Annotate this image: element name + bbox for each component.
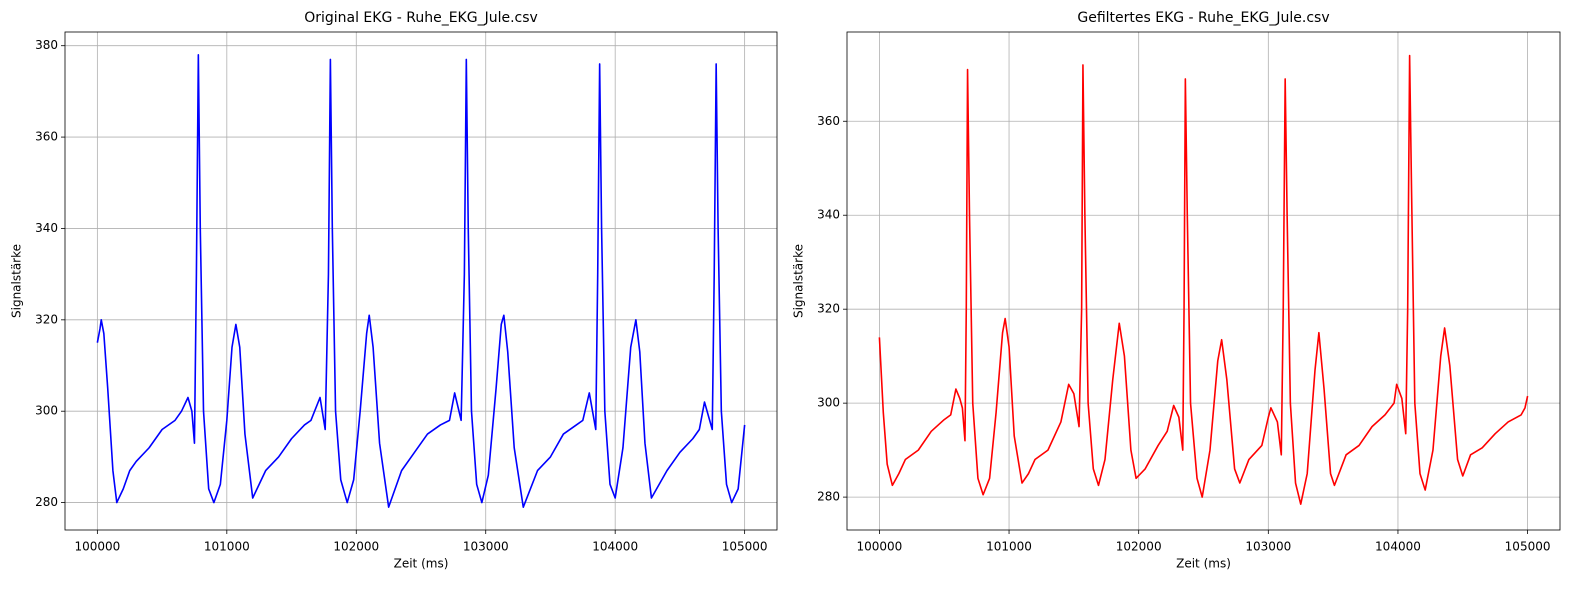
y-tick-label: 320 — [817, 302, 840, 316]
y-tick-label: 280 — [35, 495, 58, 509]
y-axis-label: Signalstärke — [792, 244, 806, 318]
subplot: 100000 101000 102000 103000 104000 105000 280 3… — [792, 10, 1561, 571]
y-tick-label: 340 — [35, 221, 58, 235]
x-tick-label: 102000 — [333, 540, 379, 554]
subplot: 100000 101000 102000 103000 104000 105000 280 3… — [10, 10, 778, 571]
x-axis-label: Zeit (ms) — [1176, 557, 1231, 571]
axes-frame — [64, 31, 778, 531]
chart-title: Gefiltertes EKG - Ruhe_EKG_Jule.csv — [1077, 10, 1329, 26]
x-tick-label: 103000 — [1245, 540, 1291, 554]
y-tick-label: 360 — [35, 130, 58, 144]
signal-line — [878, 54, 1529, 505]
x-tick-label: 105000 — [1505, 540, 1551, 554]
x-tick-label: 100000 — [857, 540, 903, 554]
y-tick-label: 300 — [817, 396, 840, 410]
x-tick-label: 100000 — [74, 540, 120, 554]
x-tick-label: 104000 — [592, 540, 638, 554]
x-tick-label: 102000 — [1116, 540, 1162, 554]
y-tick-label: 300 — [35, 404, 58, 418]
y-tick-label: 360 — [817, 114, 840, 128]
x-tick-label: 101000 — [986, 540, 1032, 554]
y-tick-label: 380 — [35, 38, 58, 52]
chart-title: Original EKG - Ruhe_EKG_Jule.csv — [304, 10, 538, 26]
x-axis-label: Zeit (ms) — [394, 557, 449, 571]
y-tick-label: 320 — [35, 312, 58, 326]
x-tick-label: 105000 — [722, 540, 768, 554]
signal-line — [96, 54, 746, 508]
x-tick-label: 104000 — [1375, 540, 1421, 554]
axes-frame — [846, 31, 1561, 531]
y-tick-label: 280 — [817, 490, 840, 504]
y-tick-label: 340 — [817, 208, 840, 222]
x-tick-label: 103000 — [463, 540, 509, 554]
y-axis-label: Signalstärke — [10, 244, 24, 318]
x-tick-label: 101000 — [204, 540, 250, 554]
